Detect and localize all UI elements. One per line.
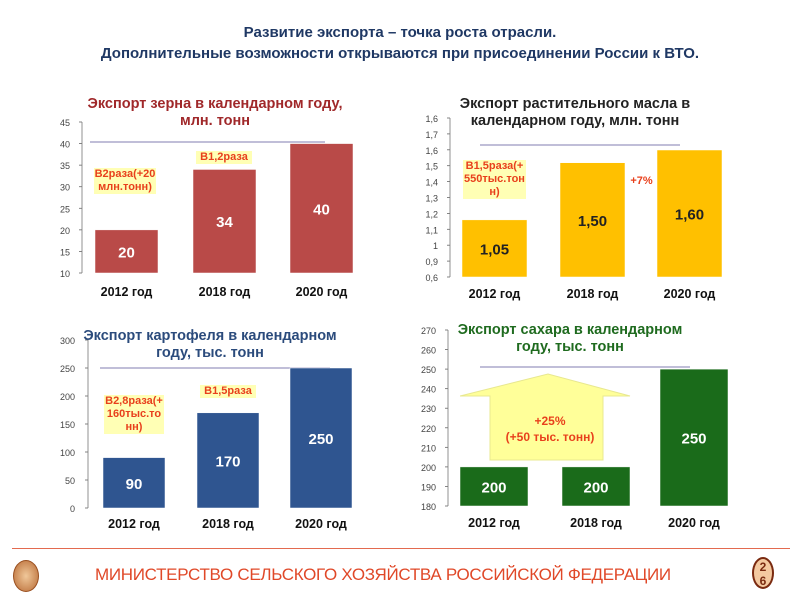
potato-bar-value-label: 250 [308,431,333,448]
oil-chart-title: Экспорт растительного масла в календарно… [459,96,691,129]
oil-y-tick-label: 1,3 [425,194,438,204]
sugar-growth-percent: +25% [534,414,566,428]
grain-bar [289,143,354,274]
grain-y-tick-label: 40 [60,140,70,150]
oil-category-label: 2018 год [567,287,619,301]
grain-chart-title: Экспорт зерна в календарном году, млн. т… [87,96,343,129]
potato-category-label: 2012 год [108,517,160,531]
potato-y-tick-label: 150 [60,420,75,430]
oil-growth-annotation: В1,5раза(+550тыс.тонн) [463,160,526,199]
sugar-category-label: 2012 год [468,516,520,530]
sugar-y-tick-label: 240 [421,385,436,395]
oil-y-tick-label: 0,9 [425,257,438,267]
sugar-bar [561,466,631,507]
slide-title: Развитие экспорта – точка роста отрасли. [243,24,557,41]
sugar-bar-value-label: 200 [583,479,608,496]
sugar-chart-title: Экспорт сахара в календарном году, тыс. … [457,322,683,355]
grain-category-label: 2018 год [199,285,251,299]
potato-bar [102,457,166,509]
oil-y-tick-label: 1,2 [425,209,438,219]
sugar-y-tick-label: 270 [421,326,436,336]
sugar-growth-arrow [460,373,631,461]
grain-y-tick-label: 20 [60,226,70,236]
potato-y-tick-label: 250 [60,364,75,374]
potato-y-tick-label: 200 [60,392,75,402]
sugar-category-label: 2020 год [668,516,720,530]
grain-growth-annotation: В2раза(+20млн.тонн) [94,168,156,194]
sugar-category-label: 2018 год [570,516,622,530]
grain-y-tick-label: 15 [60,247,70,257]
oil-category-label: 2020 год [664,287,716,301]
ministry-logo-icon [13,560,39,592]
slide-subtitle: Дополнительные возможности открываются п… [100,45,700,62]
sugar-y-tick-label: 210 [421,443,436,453]
potato-y-tick-label: 0 [70,504,75,514]
oil-bar-value-label: 1,50 [578,213,607,230]
oil-y-tick-label: 1,5 [425,162,438,172]
oil-category-label: 2012 год [469,287,521,301]
sugar-y-tick-label: 180 [421,502,436,512]
sugar-y-tick-label: 190 [421,482,436,492]
grain-y-tick-label: 25 [60,204,70,214]
grain-y-tick-label: 35 [60,161,70,171]
grain-bar-value-label: 20 [118,244,135,261]
sugar-bar [459,466,529,507]
potato-growth-annotation: В2,8раза(+160тыс.тонн) [104,395,164,434]
potato-y-tick-label: 300 [60,336,75,346]
oil-2018-annotation: +7% [630,175,653,187]
sugar-bar [659,368,729,507]
potato-y-tick-label: 100 [60,448,75,458]
oil-y-tick-label: 1,7 [425,130,438,140]
potato-bar [196,412,260,509]
oil-bar-value-label: 1,05 [480,241,509,258]
footer-ministry-name: МИНИСТЕРСТВО СЕЛЬСКОГО ХОЗЯЙСТВА РОССИЙС… [95,565,671,584]
potato-chart-title: Экспорт картофеля в календарном году, ты… [83,328,337,361]
sugar-y-tick-label: 200 [421,463,436,473]
grain-bar [94,229,159,274]
oil-bar [656,149,723,278]
oil-y-tick-label: 1,4 [425,178,438,188]
potato-bar [289,367,353,509]
sugar-bar-value-label: 250 [681,431,706,448]
potato-category-label: 2020 год [295,517,347,531]
oil-y-tick-label: 1,1 [425,225,438,235]
grain-y-tick-label: 30 [60,183,70,193]
sugar-y-tick-label: 250 [421,365,436,375]
oil-bar [461,219,528,278]
oil-y-tick-label: 0,6 [425,273,438,283]
grain-bar [192,169,257,274]
grain-y-tick-label: 10 [60,269,70,279]
sugar-y-tick-label: 260 [421,346,436,356]
grain-bar-value-label: 34 [216,214,233,231]
potato-category-label: 2018 год [202,517,254,531]
oil-y-tick-label: 1,6 [425,146,438,156]
potato-bar-value-label: 170 [215,453,240,470]
sugar-bar-value-label: 200 [481,479,506,496]
sugar-y-tick-label: 230 [421,404,436,414]
grain-2018-annotation: В1,2раза [196,151,252,164]
oil-y-tick-label: 1,6 [425,114,438,124]
grain-bar-value-label: 40 [313,201,330,218]
grain-category-label: 2020 год [296,285,348,299]
grain-y-tick-label: 45 [60,118,70,128]
oil-bar [559,162,626,278]
potato-y-tick-label: 50 [65,476,75,486]
potato-bar-value-label: 90 [126,476,143,493]
grain-category-label: 2012 год [101,285,153,299]
footer-divider [12,548,790,549]
page-number: 26 [752,557,774,589]
sugar-y-tick-label: 220 [421,424,436,434]
oil-y-tick-label: 1 [433,241,438,251]
oil-bar-value-label: 1,60 [675,207,704,224]
potato-2018-annotation: В1,5раза [200,385,256,398]
sugar-growth-amount: (+50 тыс. тонн) [505,430,595,444]
